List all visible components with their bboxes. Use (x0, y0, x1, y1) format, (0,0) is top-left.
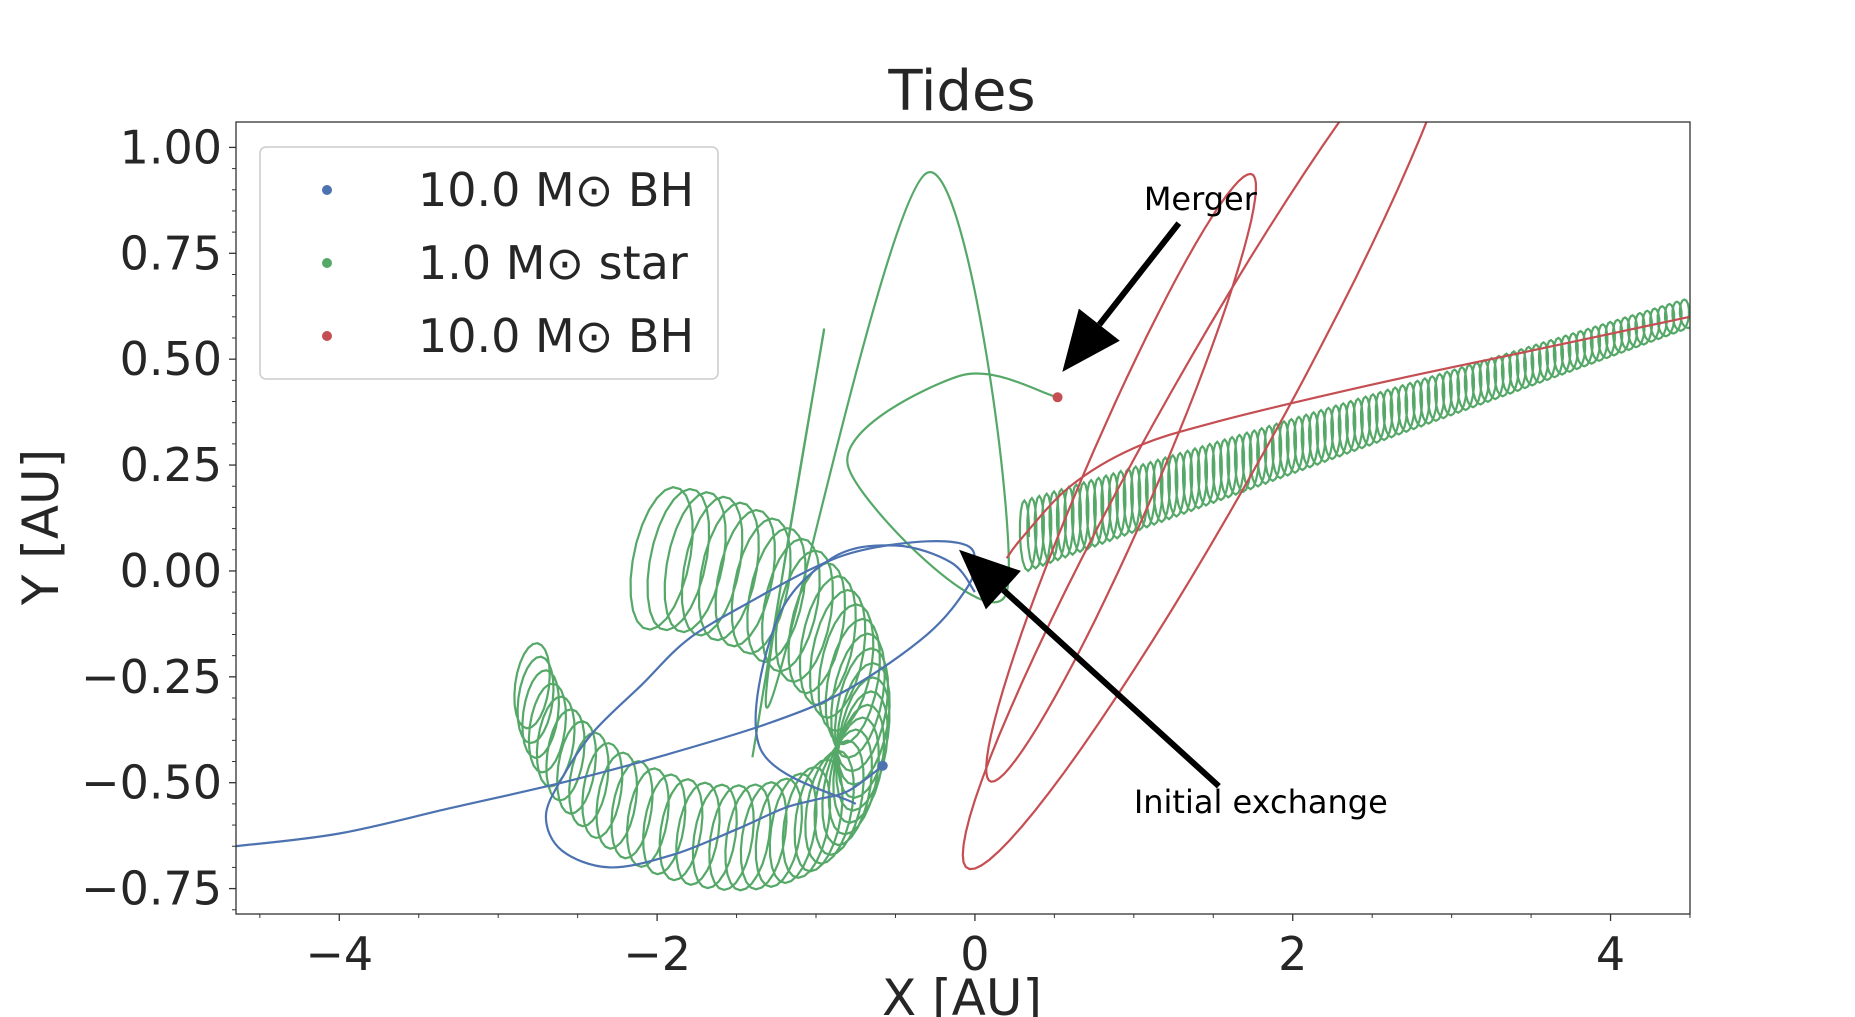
legend-box (259, 146, 719, 380)
y-tick-label-1: 0.75 (120, 226, 222, 280)
x-axis-label: X [AU] (882, 969, 1042, 1017)
bh-red-trajectory (1005, 315, 1690, 559)
bh-red-orbit-1 (961, 122, 1428, 871)
chart-title: Tides (887, 59, 1035, 124)
y-tick-label-6: −0.50 (81, 756, 222, 810)
legend: 10.0 M⊙ BH 1.0 M⊙ star 10.0 M⊙ BH (259, 146, 719, 380)
y-tick-label-2: 0.50 (120, 332, 222, 386)
annotations: Merger Initial exchange (959, 180, 1388, 821)
bh-blue-endpoint (877, 760, 888, 771)
axes: −4 −2 0 2 4 1.00 0.75 0.50 0.25 0.00 −0.25 −0.50 −0.… (81, 120, 1691, 981)
y-tick-label-0: 1.00 (120, 120, 222, 174)
y-tick-label-7: −0.75 (81, 862, 222, 916)
bh-blue-trajectory-inner (754, 544, 976, 805)
legend-marker-0 (322, 185, 332, 195)
merger-point (1052, 392, 1063, 403)
y-tick-label-4: 0.00 (120, 544, 222, 598)
y-tick-label-3: 0.25 (120, 438, 222, 492)
bh-blue-trajectory (236, 540, 976, 869)
annotation-arrow-shaft-1 (1001, 587, 1221, 789)
x-tick-label-1: −2 (623, 927, 691, 981)
x-tick-label-4: 4 (1596, 927, 1625, 981)
legend-label-1: 1.0 M⊙ star (418, 236, 688, 290)
x-tick-label-2: 0 (960, 927, 989, 981)
annotation-arrow-shaft-0 (1096, 221, 1182, 327)
legend-label-0: 10.0 M⊙ BH (418, 163, 694, 217)
plot-frame (235, 121, 1691, 915)
legend-marker-1 (322, 258, 332, 268)
annotation-arrow-head-0 (1062, 308, 1120, 372)
legend-marker-2 (322, 331, 332, 341)
y-tick-label-5: −0.25 (81, 650, 222, 704)
x-tick-label-3: 2 (1278, 927, 1307, 981)
x-tick-label-0: −4 (305, 927, 373, 981)
bh-red-orbit-0 (985, 172, 1257, 783)
annotation-label-1: Initial exchange (1134, 783, 1388, 821)
annotation-arrow-head-1 (959, 549, 1021, 610)
legend-label-2: 10.0 M⊙ BH (418, 309, 694, 363)
plot-area (236, 122, 1690, 892)
annotation-label-0: Merger (1144, 180, 1258, 218)
y-axis-label: Y [AU] (12, 449, 70, 606)
